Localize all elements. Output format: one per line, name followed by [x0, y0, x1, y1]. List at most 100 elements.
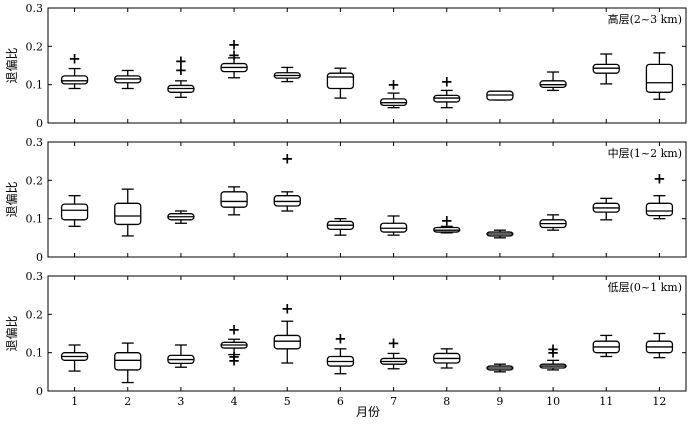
- box-month-9: [486, 363, 514, 373]
- box-month-2: [114, 69, 142, 90]
- box-month-2: [114, 342, 142, 384]
- outlier-marker: +: [653, 169, 666, 187]
- outlier-marker: +: [547, 344, 560, 362]
- x-tick-label: 12: [652, 395, 666, 408]
- box-iqr: [114, 352, 142, 371]
- box-month-3: ++: [167, 52, 195, 98]
- y-tick-label: 0.3: [26, 270, 44, 283]
- panel-frame: [47, 7, 687, 124]
- y-tick-label: 0.1: [26, 79, 44, 92]
- box-month-5: +: [273, 300, 301, 364]
- x-tick-label: 6: [337, 395, 344, 408]
- box-month-12: [645, 52, 674, 100]
- box-month-6: +: [326, 329, 355, 375]
- box-month-10: [539, 71, 567, 92]
- panel-frame: [47, 275, 687, 392]
- box-iqr: [326, 72, 355, 90]
- box-month-6: [326, 218, 355, 236]
- box-month-1: [60, 195, 89, 227]
- panel-label: 高层(2~3 km): [608, 12, 682, 26]
- y-tick-label: 0: [36, 385, 43, 398]
- box-month-2: [114, 188, 142, 237]
- x-tick-label: 2: [124, 395, 131, 408]
- box-month-1: [60, 344, 89, 372]
- box-month-12: [645, 332, 674, 359]
- x-tick-label: 5: [284, 395, 291, 408]
- box-iqr: [645, 202, 674, 217]
- box-iqr: [60, 75, 89, 85]
- outlier-marker: +: [228, 351, 241, 369]
- y-axis-label: 退偏比: [4, 47, 19, 83]
- outlier-marker: +: [387, 334, 400, 352]
- outlier-marker: +: [68, 50, 81, 68]
- box-iqr: [114, 202, 142, 226]
- outlier-marker: +: [440, 212, 453, 230]
- outlier-marker: +: [228, 46, 241, 64]
- y-tick-label: 0.2: [26, 40, 44, 53]
- y-tick-label: 0: [36, 251, 43, 264]
- y-tick-label: 0.2: [26, 308, 44, 321]
- box-month-5: +: [273, 149, 301, 212]
- box-month-4: +++: [220, 321, 248, 369]
- y-tick-label: 0.3: [26, 2, 44, 15]
- box-month-3: [167, 344, 195, 368]
- y-tick-label: 0: [36, 117, 43, 130]
- y-axis-label: 退偏比: [4, 315, 19, 351]
- x-tick-label: 4: [231, 395, 238, 408]
- x-tick-label: 8: [443, 395, 450, 408]
- x-tick-label: 10: [546, 395, 560, 408]
- box-month-7: [379, 215, 408, 236]
- y-tick-label: 0.1: [26, 347, 44, 360]
- x-tick-label: 1: [71, 395, 78, 408]
- outlier-marker: +: [281, 300, 294, 318]
- outlier-marker: +: [547, 340, 560, 358]
- y-tick-label: 0.2: [26, 174, 44, 187]
- outlier-marker: +: [334, 329, 347, 347]
- box-month-11: [592, 197, 620, 221]
- box-month-6: [326, 67, 355, 99]
- y-tick-label: 0.1: [26, 213, 44, 226]
- outlier-marker: +: [387, 76, 400, 94]
- panel-label: 低层(0~1 km): [608, 281, 682, 294]
- box-month-9: [486, 90, 514, 101]
- box-month-5: [273, 66, 301, 83]
- x-tick-label: 11: [599, 395, 613, 408]
- y-axis-label: 退偏比: [4, 181, 19, 217]
- box-iqr: [273, 334, 301, 350]
- box-month-1: +: [60, 50, 89, 90]
- box-month-7: +: [379, 334, 408, 370]
- box-month-10: ++: [539, 340, 567, 371]
- box-iqr: [645, 63, 674, 93]
- x-axis-label: 月份: [356, 405, 380, 419]
- outlier-marker: +: [175, 52, 188, 70]
- box-month-11: [592, 334, 620, 358]
- x-tick-label: 7: [390, 395, 397, 408]
- y-tick-label: 0.3: [26, 136, 44, 149]
- box-month-9: [486, 229, 514, 239]
- outlier-marker: +: [281, 149, 294, 167]
- outlier-marker: +: [228, 35, 241, 53]
- box-month-3: [167, 210, 195, 224]
- box-month-4: ++: [220, 35, 248, 79]
- outlier-marker: +: [175, 61, 188, 79]
- panel-label: 中层(1~2 km): [608, 147, 682, 160]
- box-month-8: +: [433, 73, 461, 109]
- box-month-8: +: [433, 212, 461, 234]
- box-month-7: +: [379, 76, 408, 109]
- box-month-10: [539, 214, 567, 231]
- box-month-12: +: [645, 169, 674, 220]
- box-iqr: [60, 203, 89, 221]
- x-tick-label: 3: [177, 395, 184, 408]
- box-month-8: [433, 348, 461, 369]
- box-month-4: [220, 186, 248, 216]
- outlier-marker: +: [228, 348, 241, 366]
- panel-2: 0 0.1 0.2 0.3 退偏比 中层(1~2 km) + + +: [4, 136, 687, 264]
- outlier-marker: +: [440, 73, 453, 91]
- x-tick-label: 9: [496, 395, 503, 408]
- box-iqr: [220, 191, 248, 208]
- outlier-marker: +: [228, 321, 241, 339]
- box-month-11: [592, 53, 620, 85]
